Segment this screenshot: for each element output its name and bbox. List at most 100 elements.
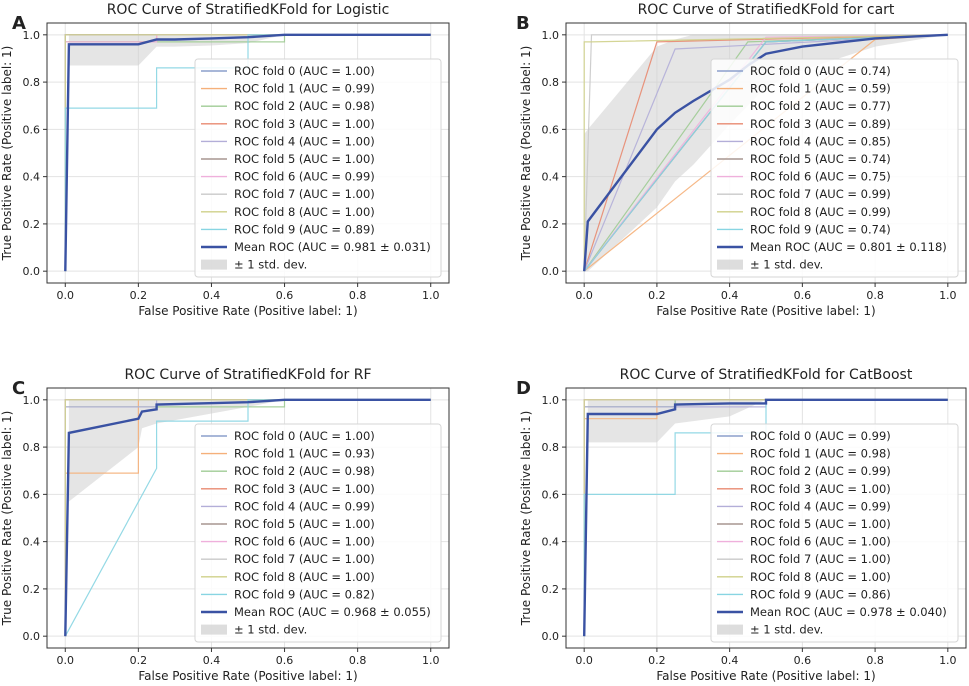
x-tick-label: 0.4 bbox=[203, 289, 221, 302]
y-axis-label: True Positive Rate (Positive label: 1) bbox=[0, 46, 14, 262]
legend-label: ROC fold 4 (AUC = 0.99) bbox=[750, 499, 891, 513]
panel-A: A ROC Curve of StratifiedKFold for Logist… bbox=[0, 2, 450, 318]
x-tick-label: 0.8 bbox=[349, 654, 367, 667]
legend-label: ROC fold 8 (AUC = 1.00) bbox=[234, 205, 375, 219]
mean-roc-line bbox=[64, 398, 431, 637]
legend-box bbox=[710, 58, 959, 278]
panel-label: D bbox=[516, 378, 531, 399]
y-tick-label: 0.8 bbox=[23, 76, 41, 89]
legend-label: ROC fold 0 (AUC = 0.99) bbox=[750, 429, 891, 443]
std-band bbox=[587, 399, 948, 443]
y-tick-label: 0.4 bbox=[23, 171, 41, 184]
x-axis-label: False Positive Rate (Positive label: 1) bbox=[138, 669, 357, 683]
legend-label: ROC fold 5 (AUC = 1.00) bbox=[234, 152, 375, 166]
legend-label: ROC fold 8 (AUC = 1.00) bbox=[750, 570, 891, 584]
panel-label: C bbox=[12, 378, 25, 399]
x-tick-label: 0.4 bbox=[203, 654, 221, 667]
x-tick-label: 0.8 bbox=[866, 654, 884, 667]
panel-D: D ROC Curve of StratifiedKFold for CatBoo… bbox=[516, 367, 967, 683]
y-tick-label: 0.4 bbox=[23, 536, 41, 549]
x-tick-label: 0.2 bbox=[648, 654, 666, 667]
legend-label: ROC fold 6 (AUC = 1.00) bbox=[750, 535, 891, 549]
y-tick-label: 0.8 bbox=[542, 441, 560, 454]
y-tick-label: 0.6 bbox=[23, 488, 41, 501]
y-tick-label: 0.2 bbox=[542, 583, 560, 596]
x-tick-label: 0.2 bbox=[648, 289, 666, 302]
y-tick-label: 0.2 bbox=[23, 218, 41, 231]
y-tick-label: 0.6 bbox=[542, 123, 560, 136]
legend-label: ROC fold 1 (AUC = 0.59) bbox=[750, 82, 891, 96]
legend-label: ROC fold 3 (AUC = 1.00) bbox=[234, 482, 375, 496]
y-axis-label: True Positive Rate (Positive label: 1) bbox=[0, 411, 14, 627]
x-tick-label: 1.0 bbox=[939, 289, 957, 302]
legend-label: Mean ROC (AUC = 0.981 ± 0.031) bbox=[234, 240, 431, 254]
legend-label: ± 1 std. dev. bbox=[750, 258, 823, 272]
chart-title: ROC Curve of StratifiedKFold for Logisti… bbox=[107, 2, 390, 18]
legend-label: ROC fold 9 (AUC = 0.82) bbox=[234, 587, 375, 601]
legend-label: ROC fold 5 (AUC = 1.00) bbox=[750, 517, 891, 531]
mean-roc-line bbox=[583, 398, 948, 637]
legend-box bbox=[194, 423, 442, 643]
x-tick-label: 0.8 bbox=[866, 289, 884, 302]
y-tick-label: 0.2 bbox=[542, 218, 560, 231]
panel-B: B ROC Curve of StratifiedKFold for cart 0.… bbox=[516, 2, 967, 318]
legend-label: ROC fold 8 (AUC = 0.99) bbox=[750, 205, 891, 219]
std-band bbox=[584, 34, 948, 272]
y-tick-label: 0.4 bbox=[542, 171, 560, 184]
axes-frame bbox=[46, 22, 450, 284]
legend-label: ROC fold 4 (AUC = 0.99) bbox=[234, 499, 375, 513]
y-tick-label: 1.0 bbox=[542, 394, 560, 407]
legend-label: ROC fold 5 (AUC = 0.74) bbox=[750, 152, 891, 166]
x-axis-label: False Positive Rate (Positive label: 1) bbox=[656, 304, 875, 318]
legend-swatch bbox=[201, 624, 227, 635]
fold-8-line bbox=[583, 34, 948, 272]
legend-label: ± 1 std. dev. bbox=[750, 623, 823, 637]
y-tick-label: 1.0 bbox=[542, 29, 560, 42]
y-tick-label: 0.0 bbox=[23, 265, 41, 278]
chart-title: ROC Curve of StratifiedKFold for RF bbox=[124, 367, 371, 383]
legend-label: ROC fold 2 (AUC = 0.99) bbox=[750, 464, 891, 478]
legend-label: ROC fold 6 (AUC = 1.00) bbox=[234, 535, 375, 549]
y-axis-label: True Positive Rate (Positive label: 1) bbox=[519, 46, 533, 262]
x-tick-label: 0.8 bbox=[349, 289, 367, 302]
x-tick-label: 1.0 bbox=[939, 654, 957, 667]
legend-label: ROC fold 2 (AUC = 0.98) bbox=[234, 99, 375, 113]
panel-label: A bbox=[12, 13, 26, 34]
legend-label: ROC fold 8 (AUC = 1.00) bbox=[234, 570, 375, 584]
legend-label: ROC fold 1 (AUC = 0.99) bbox=[234, 82, 375, 96]
panel-C: C ROC Curve of StratifiedKFold for RF 0.0 0… bbox=[0, 367, 450, 683]
legend-label: ROC fold 5 (AUC = 1.00) bbox=[234, 517, 375, 531]
legend-label: ROC fold 1 (AUC = 0.98) bbox=[750, 447, 891, 461]
legend-label: Mean ROC (AUC = 0.978 ± 0.040) bbox=[750, 605, 947, 619]
x-tick-label: 0.6 bbox=[276, 289, 294, 302]
legend-swatch bbox=[717, 624, 743, 635]
fold-7-line bbox=[583, 34, 948, 272]
axes-frame bbox=[46, 387, 450, 649]
legend-label: ROC fold 3 (AUC = 1.00) bbox=[750, 482, 891, 496]
axes-frame bbox=[565, 387, 967, 649]
chart-title: ROC Curve of StratifiedKFold for cart bbox=[638, 2, 895, 18]
mean-roc-line bbox=[64, 33, 431, 272]
legend-label: ROC fold 7 (AUC = 1.00) bbox=[234, 552, 375, 566]
legend-box bbox=[194, 58, 442, 278]
y-tick-label: 0.2 bbox=[23, 583, 41, 596]
x-tick-label: 0.0 bbox=[575, 654, 593, 667]
chart-title: ROC Curve of StratifiedKFold for CatBoos… bbox=[620, 367, 913, 383]
legend-label: Mean ROC (AUC = 0.801 ± 0.118) bbox=[750, 240, 947, 254]
legend-label: ROC fold 0 (AUC = 0.74) bbox=[750, 64, 891, 78]
x-tick-label: 0.2 bbox=[130, 289, 148, 302]
std-band bbox=[68, 399, 431, 502]
legend-box bbox=[710, 423, 959, 643]
y-tick-label: 0.6 bbox=[542, 488, 560, 501]
x-tick-label: 0.6 bbox=[794, 654, 812, 667]
legend-label: ROC fold 6 (AUC = 0.75) bbox=[750, 170, 891, 184]
y-axis-label: True Positive Rate (Positive label: 1) bbox=[519, 411, 533, 627]
y-tick-label: 0.8 bbox=[23, 441, 41, 454]
legend-label: ROC fold 7 (AUC = 0.99) bbox=[750, 187, 891, 201]
legend-label: ROC fold 0 (AUC = 1.00) bbox=[234, 429, 375, 443]
legend-label: ROC fold 0 (AUC = 1.00) bbox=[234, 64, 375, 78]
legend-label: ± 1 std. dev. bbox=[234, 258, 307, 272]
x-tick-label: 1.0 bbox=[422, 654, 440, 667]
legend-swatch bbox=[201, 259, 227, 270]
